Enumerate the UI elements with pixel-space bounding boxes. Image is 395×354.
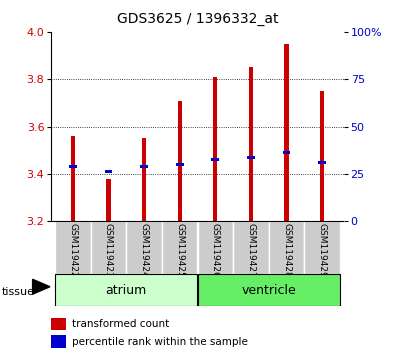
Text: GDS3625 / 1396332_at: GDS3625 / 1396332_at: [117, 12, 278, 27]
Text: GSM119423: GSM119423: [104, 223, 113, 278]
Bar: [176, 163, 184, 166]
Text: GSM119424: GSM119424: [139, 223, 149, 278]
Text: GSM119429: GSM119429: [318, 223, 327, 278]
Bar: [55, 221, 90, 274]
Text: GSM119426: GSM119426: [211, 223, 220, 278]
Bar: [247, 156, 255, 159]
Bar: [55, 274, 198, 306]
Bar: [105, 170, 112, 173]
Bar: [211, 158, 219, 161]
Bar: [126, 221, 162, 274]
Bar: [318, 160, 326, 164]
Bar: [162, 221, 198, 274]
Bar: [283, 151, 290, 154]
Polygon shape: [32, 279, 50, 294]
Bar: [51, 335, 66, 348]
Bar: [284, 44, 289, 221]
Bar: [51, 318, 66, 330]
Text: ventricle: ventricle: [241, 284, 296, 297]
Text: GSM119427: GSM119427: [246, 223, 256, 278]
Bar: [69, 165, 77, 169]
Text: atrium: atrium: [105, 284, 147, 297]
Bar: [140, 165, 148, 169]
Bar: [90, 221, 126, 274]
Text: tissue: tissue: [2, 287, 35, 297]
Bar: [269, 221, 305, 274]
Bar: [198, 221, 233, 274]
Text: GSM119428: GSM119428: [282, 223, 291, 278]
Bar: [320, 91, 324, 221]
Bar: [142, 138, 146, 221]
Text: GSM119422: GSM119422: [68, 223, 77, 278]
Text: transformed count: transformed count: [72, 319, 169, 329]
Bar: [233, 221, 269, 274]
Bar: [198, 274, 340, 306]
Bar: [305, 221, 340, 274]
Bar: [71, 136, 75, 221]
Bar: [106, 179, 111, 221]
Text: percentile rank within the sample: percentile rank within the sample: [72, 337, 248, 347]
Bar: [249, 67, 253, 221]
Bar: [213, 77, 218, 221]
Bar: [177, 101, 182, 221]
Text: GSM119425: GSM119425: [175, 223, 184, 278]
